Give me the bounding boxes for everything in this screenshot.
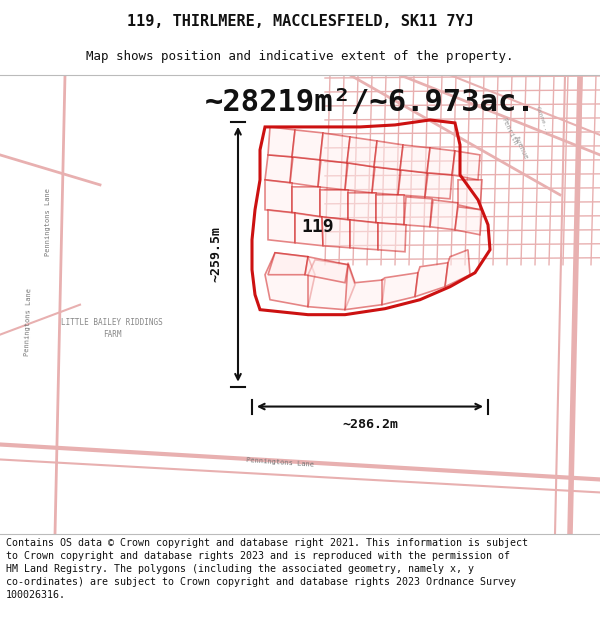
Text: ~28219m²/~6.973ac.: ~28219m²/~6.973ac.	[205, 89, 535, 118]
Polygon shape	[268, 253, 308, 275]
Polygon shape	[378, 222, 406, 252]
Polygon shape	[430, 200, 458, 230]
Polygon shape	[265, 180, 292, 213]
Text: Conne...: Conne...	[535, 106, 550, 136]
Polygon shape	[265, 155, 292, 183]
Polygon shape	[455, 207, 482, 235]
Polygon shape	[308, 260, 355, 309]
Text: Map shows position and indicative extent of the property.: Map shows position and indicative extent…	[86, 50, 514, 62]
Polygon shape	[445, 250, 470, 287]
Polygon shape	[427, 148, 455, 175]
Polygon shape	[345, 163, 374, 193]
Polygon shape	[376, 195, 404, 225]
Text: Penrith: Penrith	[500, 116, 518, 146]
Polygon shape	[347, 137, 377, 167]
Polygon shape	[382, 272, 418, 304]
Polygon shape	[320, 133, 350, 163]
Polygon shape	[425, 173, 452, 199]
Polygon shape	[372, 167, 400, 195]
Polygon shape	[322, 217, 350, 248]
Polygon shape	[268, 127, 295, 157]
Text: Penningtons Lane: Penningtons Lane	[24, 288, 32, 356]
Text: LITTLE BAILEY RIDDINGS: LITTLE BAILEY RIDDINGS	[61, 318, 163, 327]
Polygon shape	[452, 151, 480, 180]
Polygon shape	[348, 193, 376, 222]
Polygon shape	[320, 190, 348, 220]
Polygon shape	[350, 220, 378, 250]
Polygon shape	[318, 160, 347, 190]
Polygon shape	[404, 197, 432, 227]
Text: Penningtons Lane: Penningtons Lane	[45, 188, 51, 256]
Polygon shape	[305, 257, 348, 282]
Text: ~286.2m: ~286.2m	[342, 418, 398, 431]
Polygon shape	[374, 141, 403, 170]
Polygon shape	[290, 157, 320, 187]
Polygon shape	[400, 145, 430, 173]
Polygon shape	[265, 253, 315, 307]
Text: Avenue: Avenue	[513, 135, 529, 161]
Polygon shape	[345, 262, 385, 309]
Polygon shape	[295, 213, 323, 246]
Text: 119, THIRLMERE, MACCLESFIELD, SK11 7YJ: 119, THIRLMERE, MACCLESFIELD, SK11 7YJ	[127, 14, 473, 29]
Polygon shape	[415, 262, 448, 297]
Polygon shape	[458, 180, 482, 210]
Text: ~259.5m: ~259.5m	[209, 226, 223, 282]
Polygon shape	[268, 210, 295, 242]
Polygon shape	[292, 187, 320, 217]
Text: Penningtons Lane: Penningtons Lane	[246, 457, 314, 468]
Text: 119: 119	[302, 217, 334, 236]
Text: Contains OS data © Crown copyright and database right 2021. This information is : Contains OS data © Crown copyright and d…	[6, 538, 528, 600]
Polygon shape	[292, 130, 323, 160]
Polygon shape	[398, 170, 427, 197]
Text: FARM: FARM	[103, 329, 121, 339]
